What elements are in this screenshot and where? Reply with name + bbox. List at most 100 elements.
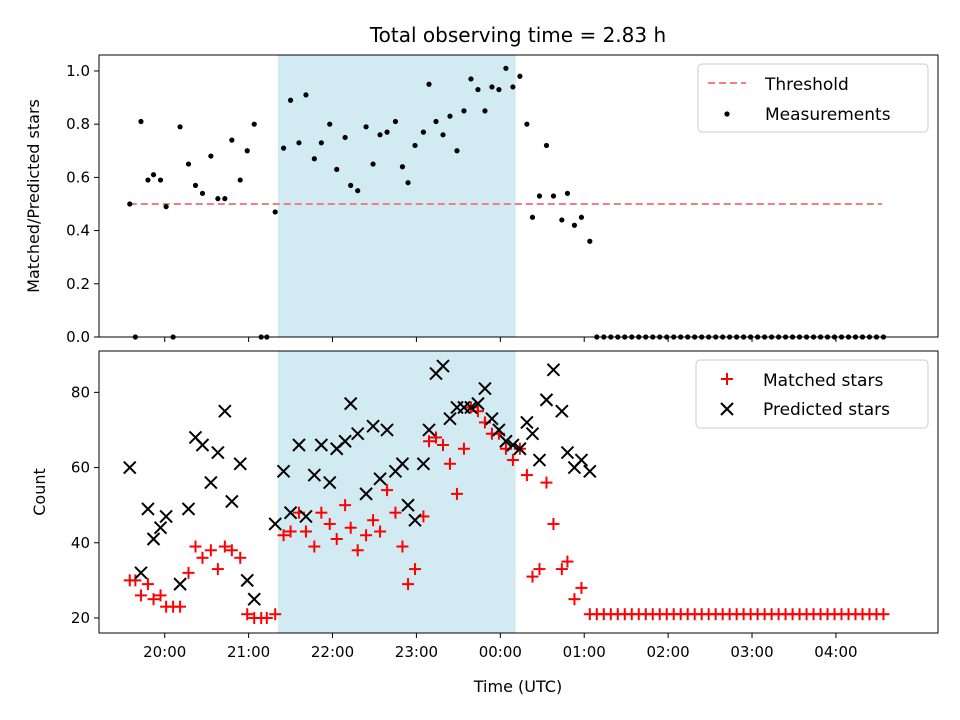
- measurement-point: [318, 140, 324, 146]
- top-y-tick-label: 0.0: [66, 328, 90, 346]
- matched-star-point: [141, 578, 154, 591]
- matched-star-point: [196, 551, 209, 564]
- predicted-star-point: [395, 457, 410, 471]
- matched-star-point: [299, 525, 312, 538]
- predicted-star-point: [233, 457, 247, 471]
- measurement-point: [280, 145, 287, 151]
- predicted-star-point: [525, 427, 540, 441]
- predicted-star-point: [539, 393, 554, 407]
- matched-star-point: [147, 593, 160, 606]
- measurement-point: [334, 166, 340, 172]
- matched-stars-points: [123, 401, 890, 624]
- predicted-star-point: [583, 464, 597, 479]
- predicted-star-point: [560, 445, 575, 460]
- matched-star-point: [284, 525, 297, 538]
- predicted-star-point: [416, 457, 431, 471]
- matched-star-point: [129, 574, 142, 587]
- predicted-star-point: [366, 419, 380, 433]
- measurement-point: [208, 153, 214, 159]
- measurement-point: [489, 84, 495, 90]
- x-tick-label: 04:00: [814, 643, 857, 661]
- measurement-point: [363, 124, 369, 130]
- matched-star-point: [555, 563, 568, 576]
- predicted-star-point: [159, 509, 173, 524]
- top-y-tick-label: 1.0: [66, 62, 90, 80]
- predicted-star-point: [218, 404, 232, 418]
- matched-star-point: [533, 563, 546, 576]
- measurement-point: [447, 113, 453, 119]
- matched-star-point: [389, 506, 402, 519]
- legend-threshold-label: Threshold: [764, 75, 849, 95]
- matched-star-point: [225, 544, 238, 557]
- matched-star-point: [540, 476, 553, 489]
- measurement-point: [559, 217, 565, 223]
- matched-star-point: [381, 484, 394, 497]
- bottom-y-axis-label: Count: [30, 468, 49, 516]
- measurement-point: [272, 209, 278, 215]
- predicted-star-point: [240, 573, 254, 588]
- bottom-legend: Matched stars Predicted stars: [695, 359, 929, 429]
- matched-star-point: [561, 555, 574, 568]
- predicted-star-point: [323, 475, 337, 490]
- predicted-star-point: [464, 400, 478, 415]
- top-y-tick-label: 0.8: [66, 115, 90, 133]
- predicted-star-point: [422, 423, 436, 437]
- measurement-point: [303, 92, 309, 98]
- measurement-point: [426, 81, 432, 87]
- bottom-y-tick-label: 80: [71, 383, 90, 401]
- matched-star-point: [241, 608, 254, 621]
- x-tick-label: 00:00: [479, 643, 522, 661]
- matched-star-point: [234, 551, 247, 564]
- predicted-star-point: [292, 438, 306, 452]
- measurement-point: [571, 222, 578, 228]
- measurement-point: [399, 164, 406, 170]
- predicted-star-point: [373, 472, 387, 486]
- matched-star-point: [351, 544, 364, 557]
- measurement-point: [503, 65, 509, 71]
- measurement-point: [543, 142, 550, 149]
- measurement-point: [384, 129, 390, 135]
- matched-star-point: [429, 431, 442, 444]
- matched-star-point: [367, 514, 380, 527]
- x-tick-label: 03:00: [730, 643, 773, 661]
- top-y-tick-label: 0.2: [66, 275, 90, 293]
- predicted-star-point: [268, 517, 282, 531]
- measurement-point: [348, 182, 354, 188]
- matched-star-point: [323, 517, 336, 530]
- predicted-star-point: [153, 521, 168, 535]
- predicted-star-point: [359, 487, 373, 501]
- ratio-panel: 0.0 0.2 0.4 0.6 0.8 1.0 Total observing time …: [24, 23, 939, 346]
- bottom-x-ticks: 20:00 21:00 22:00 23:00 00:00 01:00 02:00 03:00…: [143, 633, 858, 661]
- measurement-point: [145, 177, 151, 183]
- measurement-point: [440, 132, 446, 138]
- measurement-point: [251, 121, 257, 127]
- matched-star-point: [409, 563, 422, 576]
- matched-star-point: [436, 439, 449, 451]
- predicted-star-point: [343, 396, 358, 411]
- x-tick-label: 21:00: [227, 643, 270, 661]
- measurement-point: [355, 188, 361, 194]
- top-legend: Threshold Measurements: [697, 63, 929, 133]
- x-axis-label: Time (UTC): [473, 677, 562, 696]
- bottom-y-tick-label: 40: [71, 534, 90, 552]
- measurement-point: [433, 118, 439, 125]
- matched-star-point: [330, 533, 343, 545]
- measurement-point: [517, 73, 523, 79]
- top-y-tick-label: 0.6: [66, 168, 90, 186]
- matched-star-point: [182, 566, 195, 579]
- predicted-star-point: [555, 404, 569, 418]
- measurement-point: [244, 148, 250, 154]
- top-y-ticks: 0.0 0.2 0.4 0.6 0.8 1.0: [66, 62, 99, 346]
- measurement-point: [127, 201, 133, 207]
- matched-star-point: [374, 525, 387, 538]
- measurement-point: [392, 118, 399, 125]
- measurement-point: [296, 140, 302, 146]
- matched-star-point: [134, 589, 147, 602]
- count-panel: 20 40 60 80 20:00 21:00 22:00 23:00 00:00 01:00 0…: [30, 350, 939, 696]
- measurement-point: [536, 193, 543, 199]
- predicted-star-point: [478, 381, 492, 396]
- x-tick-label: 20:00: [143, 643, 186, 661]
- predicted-star-point: [546, 363, 561, 377]
- measurement-point: [405, 180, 411, 186]
- matched-star-point: [277, 529, 290, 542]
